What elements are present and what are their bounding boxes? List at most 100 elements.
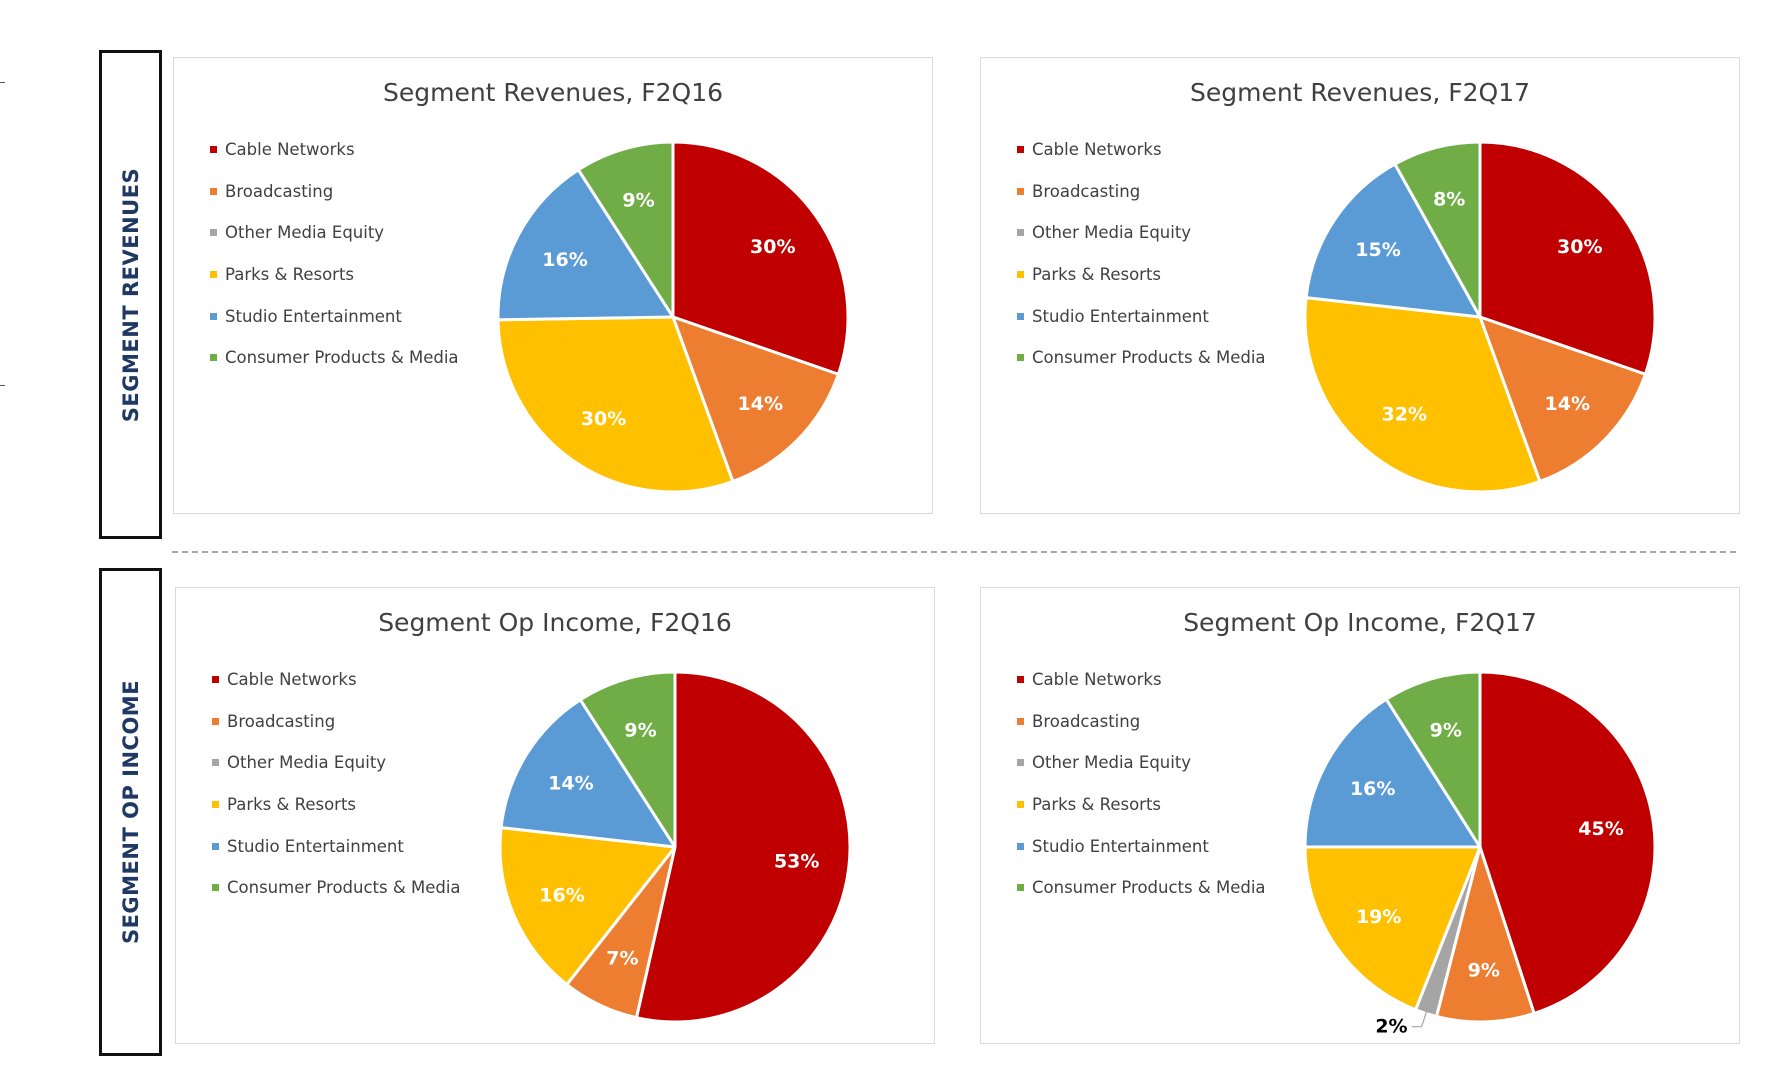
pie-slice-consumer-products-media <box>576 140 675 319</box>
legend-label: Other Media Equity <box>1032 223 1192 243</box>
legend-swatch <box>212 801 219 809</box>
legend-item: Parks & Resorts <box>1017 254 1266 296</box>
legend-item: Consumer Products & Media <box>212 867 461 909</box>
legend-label: Studio Entertainment <box>225 306 402 326</box>
chart-panel-op-income-f2q17: Segment Op Income, F2Q17 Cable Networks … <box>980 587 1740 1044</box>
legend-swatch <box>212 717 219 725</box>
chart-panel-op-income-f2q16: Segment Op Income, F2Q16 Cable Networks … <box>175 587 935 1044</box>
data-label: 9% <box>1468 959 1500 981</box>
chart-title: Segment Op Income, F2Q17 <box>1183 608 1537 637</box>
legend-label: Cable Networks <box>1032 140 1162 160</box>
data-label: 16% <box>539 884 584 906</box>
legend-swatch <box>210 312 217 320</box>
legend-item: Parks & Resorts <box>210 254 459 296</box>
legend-label: Other Media Equity <box>1032 753 1192 773</box>
legend-item: Broadcasting <box>212 701 461 743</box>
section-label-revenues: SEGMENT REVENUES <box>118 167 143 422</box>
data-label: 9% <box>622 190 654 212</box>
legend-item: Cable Networks <box>210 129 459 171</box>
legend-item: Other Media Equity <box>212 742 461 784</box>
legend-swatch <box>212 884 219 892</box>
pie-slice-parks-resorts <box>498 826 677 987</box>
legend-swatch <box>1017 676 1024 684</box>
chart-title: Segment Op Income, F2Q16 <box>378 608 732 637</box>
legend-item: Broadcasting <box>1017 171 1266 213</box>
legend-label: Studio Entertainment <box>227 836 404 856</box>
legend-label: Other Media Equity <box>225 223 385 243</box>
legend-swatch <box>1017 312 1024 320</box>
legend-swatch <box>1017 884 1024 892</box>
legend-label: Consumer Products & Media <box>1032 878 1266 898</box>
pie-slice-parks-resorts <box>496 315 735 494</box>
chart-legend: Cable Networks Broadcasting Other Media … <box>212 659 461 909</box>
chart-legend: Cable Networks Broadcasting Other Media … <box>1017 659 1266 909</box>
legend-swatch <box>1017 229 1024 237</box>
data-label: 19% <box>1356 906 1401 928</box>
legend-label: Parks & Resorts <box>227 795 357 815</box>
pie-slice-cable-networks <box>634 670 852 1024</box>
legend-label: Parks & Resorts <box>1032 795 1162 815</box>
legend-swatch <box>210 187 217 195</box>
section-box-op-income: SEGMENT OP INCOME <box>99 568 162 1056</box>
pie-slice-broadcasting <box>1478 315 1647 483</box>
legend-swatch <box>210 271 217 279</box>
legend-swatch <box>212 842 219 850</box>
legend-swatch <box>210 229 217 237</box>
legend-label: Parks & Resorts <box>225 265 355 285</box>
data-label: 32% <box>1382 403 1427 425</box>
legend-label: Broadcasting <box>1032 181 1141 201</box>
legend-item: Studio Entertainment <box>1017 295 1266 337</box>
legend-item: Parks & Resorts <box>1017 784 1266 826</box>
legend-item: Broadcasting <box>210 171 459 213</box>
data-label: 7% <box>606 948 638 970</box>
chart-legend: Cable Networks Broadcasting Other Media … <box>1017 129 1266 379</box>
pie-slice-studio-entertainment <box>1303 697 1482 849</box>
pie-slice-cable-networks <box>1478 670 1657 1015</box>
legend-swatch <box>1017 842 1024 850</box>
legend-item: Consumer Products & Media <box>1017 867 1266 909</box>
legend-label: Other Media Equity <box>227 753 387 773</box>
section-label-op-income: SEGMENT OP INCOME <box>118 679 143 945</box>
pie-slice-broadcasting <box>1434 845 1536 1024</box>
pie-slice-parks-resorts <box>1303 845 1482 1012</box>
legend-item: Consumer Products & Media <box>210 337 459 379</box>
legend-item: Studio Entertainment <box>210 295 459 337</box>
data-label: 30% <box>750 236 795 258</box>
data-label: 53% <box>774 851 819 873</box>
legend-swatch <box>212 759 219 767</box>
chart-title: Segment Revenues, F2Q17 <box>1189 78 1530 107</box>
legend-item: Studio Entertainment <box>212 825 461 867</box>
data-label-leader-line <box>1411 1009 1428 1028</box>
pie-chart: 45% 9% 2% 19% 16% 9% <box>1303 670 1657 1038</box>
pie-slice-consumer-products-media <box>1393 140 1482 319</box>
legend-swatch <box>210 146 217 154</box>
legend-label: Cable Networks <box>227 670 357 690</box>
pie-slice-consumer-products-media <box>578 670 677 849</box>
data-label: 16% <box>1350 778 1395 800</box>
legend-swatch <box>1017 354 1024 362</box>
data-label: 9% <box>1430 719 1462 741</box>
data-label: 30% <box>1557 236 1602 258</box>
data-label: 45% <box>1578 818 1623 840</box>
legend-item: Parks & Resorts <box>212 784 461 826</box>
legend-label: Consumer Products & Media <box>227 878 461 898</box>
legend-item: Other Media Equity <box>210 212 459 254</box>
legend-label: Consumer Products & Media <box>1032 348 1266 368</box>
legend-swatch <box>1017 271 1024 279</box>
legend-item: Consumer Products & Media <box>1017 337 1266 379</box>
data-label: 8% <box>1433 188 1465 210</box>
legend-item: Studio Entertainment <box>1017 825 1266 867</box>
pie-slice-cable-networks <box>1478 140 1657 376</box>
legend-label: Cable Networks <box>1032 670 1162 690</box>
legend-label: Broadcasting <box>1032 711 1141 731</box>
legend-swatch <box>1017 717 1024 725</box>
pie-slice-studio-entertainment <box>496 168 675 322</box>
data-label: 14% <box>738 393 783 415</box>
legend-swatch <box>1017 801 1024 809</box>
legend-item: Cable Networks <box>212 659 461 701</box>
data-label: 9% <box>624 720 656 742</box>
legend-swatch <box>212 676 219 684</box>
chart-title: Segment Revenues, F2Q16 <box>382 78 723 107</box>
edge-tick-mark <box>0 82 5 83</box>
legend-item: Broadcasting <box>1017 701 1266 743</box>
